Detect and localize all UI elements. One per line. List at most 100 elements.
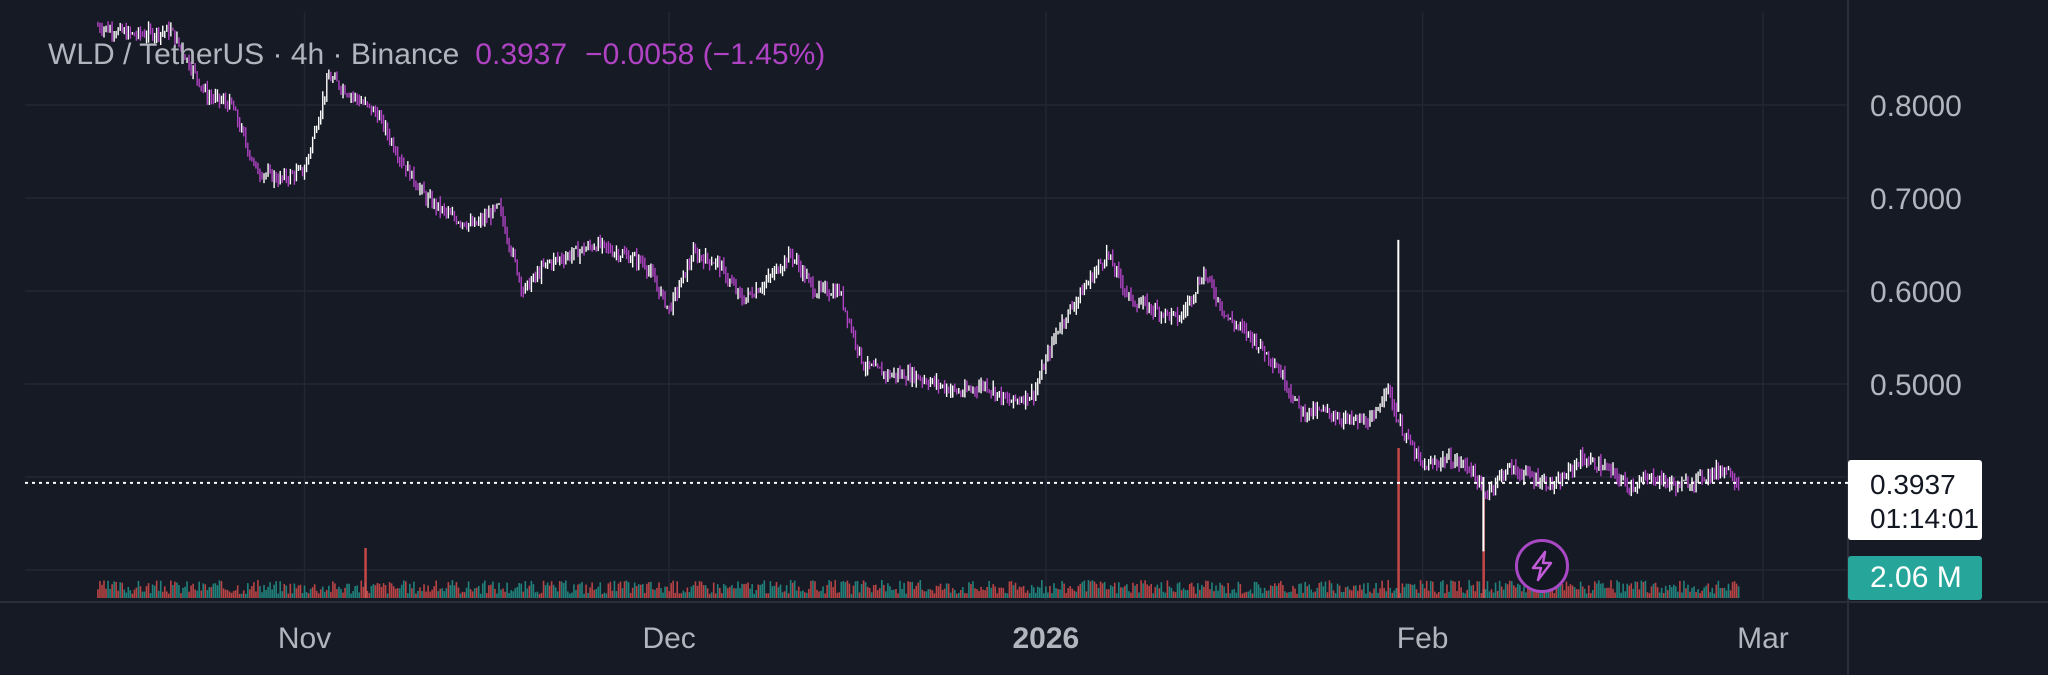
volume-bar: [921, 589, 924, 598]
volume-bar: [319, 589, 322, 598]
volume-bar: [165, 591, 168, 598]
volume-bar: [1126, 584, 1128, 598]
volume-bar: [562, 583, 565, 598]
volume-bar: [759, 584, 762, 598]
volume-bar: [1506, 584, 1509, 598]
volume-bar: [362, 586, 365, 598]
volume-bar: [323, 591, 326, 598]
volume-bar: [1300, 583, 1302, 598]
volume-bar: [554, 587, 557, 598]
volume-bar: [840, 581, 843, 598]
volume-bar: [488, 585, 490, 598]
volume-bar: [1093, 581, 1096, 598]
volume-bar: [881, 580, 883, 598]
volume-bar: [332, 581, 334, 598]
volume-bar: [494, 588, 496, 598]
volume-bar: [1484, 589, 1487, 598]
symbol-legend: WLD / TetherUS · 4h · Binance 0.3937 −0.…: [48, 38, 825, 72]
volume-bar: [1361, 589, 1363, 598]
volume-bar: [1668, 584, 1671, 598]
volume-bar: [943, 588, 946, 598]
volume-bar: [1541, 590, 1543, 598]
volume-bar: [115, 581, 117, 598]
bar-countdown: 01:14:01: [1870, 503, 1979, 534]
volume-bar: [1695, 591, 1697, 598]
volume-bar: [374, 585, 377, 598]
volume-bar: [702, 585, 705, 598]
volume-bar: [477, 585, 480, 598]
volume-bar: [222, 588, 225, 598]
volume-bar: [230, 592, 233, 598]
volume-bar: [581, 582, 583, 598]
volume-bar: [876, 590, 879, 598]
volume-bar: [1280, 580, 1282, 598]
volume-bar: [694, 581, 697, 598]
volume-bar: [149, 593, 152, 598]
volume-bar: [1687, 584, 1689, 598]
volume-bar: [1235, 592, 1238, 598]
volume-bar: [1310, 589, 1313, 598]
volume-bar: [1646, 592, 1649, 598]
volume-bar: [263, 584, 265, 598]
volume-bar: [761, 583, 764, 598]
volume-bar: [986, 586, 988, 598]
volume-bar: [1267, 590, 1270, 598]
volume-bar: [1500, 586, 1503, 598]
volume-bar: [1683, 580, 1685, 598]
volume-bar: [1472, 584, 1475, 598]
volume-bar: [984, 590, 986, 598]
volume-bar: [1024, 592, 1027, 598]
volume-bar: [297, 585, 300, 598]
volume-bar: [1719, 587, 1722, 598]
volume-bar: [836, 592, 839, 598]
volume-bar: [670, 583, 672, 598]
volume-bar: [552, 584, 555, 598]
volume-bar: [1182, 588, 1185, 598]
volume-bar: [1308, 584, 1311, 598]
lightning-bolt-icon[interactable]: [1515, 539, 1569, 593]
volume-bar: [1002, 588, 1005, 598]
volume-bar: [1612, 588, 1614, 598]
volume-bar: [1373, 588, 1375, 598]
volume-bar: [1409, 584, 1412, 598]
volume-bar: [688, 592, 691, 598]
volume-bar: [259, 586, 261, 598]
volume-bar: [1028, 593, 1031, 598]
volume-bar: [573, 584, 575, 598]
volume-bar: [196, 590, 198, 598]
volume-bar: [644, 593, 646, 598]
volume-bar: [903, 582, 905, 598]
volume-bar: [390, 583, 393, 598]
volume-bar: [257, 580, 259, 598]
volume-bar: [236, 585, 239, 598]
volume-bar: [860, 584, 863, 598]
volume-bar: [731, 584, 733, 598]
volume-bar: [1571, 585, 1574, 598]
volume-bar: [1417, 592, 1420, 598]
volume-bar: [560, 581, 563, 598]
volume-bar: [858, 592, 861, 598]
volume-bar: [1122, 587, 1124, 598]
volume-bar: [1221, 584, 1223, 598]
volume-bar: [887, 583, 889, 598]
volume-bar: [889, 586, 891, 598]
volume-bar: [1677, 591, 1679, 598]
volume-bar: [240, 593, 243, 598]
volume-bar: [729, 586, 731, 598]
volume-bar: [1598, 580, 1600, 598]
volume-bar: [935, 585, 938, 598]
volume-bar: [1725, 590, 1728, 598]
volume-spike: [1397, 448, 1400, 598]
symbol-title[interactable]: WLD / TetherUS · 4h · Binance: [48, 38, 460, 71]
volume-bar: [613, 580, 616, 598]
volume-bar: [1693, 586, 1695, 598]
volume-bar: [127, 586, 130, 598]
volume-bar: [1670, 587, 1673, 598]
volume-bar: [923, 591, 926, 598]
volume-bar: [917, 582, 920, 598]
volume-bar: [1241, 593, 1244, 598]
volume-bar: [97, 589, 99, 598]
volume-bar: [1529, 584, 1531, 598]
